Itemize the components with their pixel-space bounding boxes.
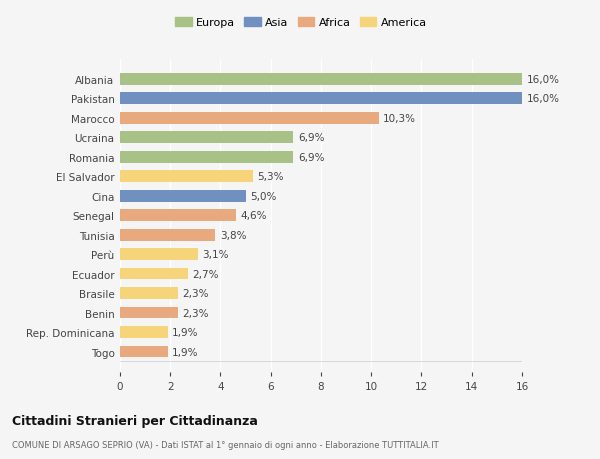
- Text: 6,9%: 6,9%: [298, 152, 325, 162]
- Text: 4,6%: 4,6%: [240, 211, 266, 221]
- Text: 3,1%: 3,1%: [202, 250, 229, 260]
- Text: 5,0%: 5,0%: [250, 191, 277, 202]
- Bar: [120, 93, 522, 105]
- Bar: [120, 171, 253, 183]
- Text: 2,3%: 2,3%: [182, 308, 209, 318]
- Bar: [120, 74, 522, 85]
- Bar: [120, 326, 168, 338]
- Bar: [120, 190, 245, 202]
- Text: 5,3%: 5,3%: [257, 172, 284, 182]
- Text: 1,9%: 1,9%: [172, 347, 199, 357]
- Bar: [120, 307, 178, 319]
- Text: 10,3%: 10,3%: [383, 113, 416, 123]
- Bar: [120, 230, 215, 241]
- Text: 2,3%: 2,3%: [182, 288, 209, 298]
- Text: COMUNE DI ARSAGO SEPRIO (VA) - Dati ISTAT al 1° gennaio di ogni anno - Elaborazi: COMUNE DI ARSAGO SEPRIO (VA) - Dati ISTA…: [12, 441, 439, 449]
- Text: 1,9%: 1,9%: [172, 327, 199, 337]
- Text: 6,9%: 6,9%: [298, 133, 325, 143]
- Text: 16,0%: 16,0%: [527, 75, 560, 84]
- Bar: [120, 249, 198, 260]
- Text: 2,7%: 2,7%: [193, 269, 219, 279]
- Text: Cittadini Stranieri per Cittadinanza: Cittadini Stranieri per Cittadinanza: [12, 414, 258, 428]
- Bar: [120, 346, 168, 358]
- Bar: [120, 268, 188, 280]
- Text: 16,0%: 16,0%: [527, 94, 560, 104]
- Bar: [120, 151, 293, 163]
- Text: 3,8%: 3,8%: [220, 230, 247, 240]
- Bar: [120, 288, 178, 299]
- Bar: [120, 113, 379, 124]
- Bar: [120, 210, 236, 222]
- Legend: Europa, Asia, Africa, America: Europa, Asia, Africa, America: [173, 15, 429, 30]
- Bar: [120, 132, 293, 144]
